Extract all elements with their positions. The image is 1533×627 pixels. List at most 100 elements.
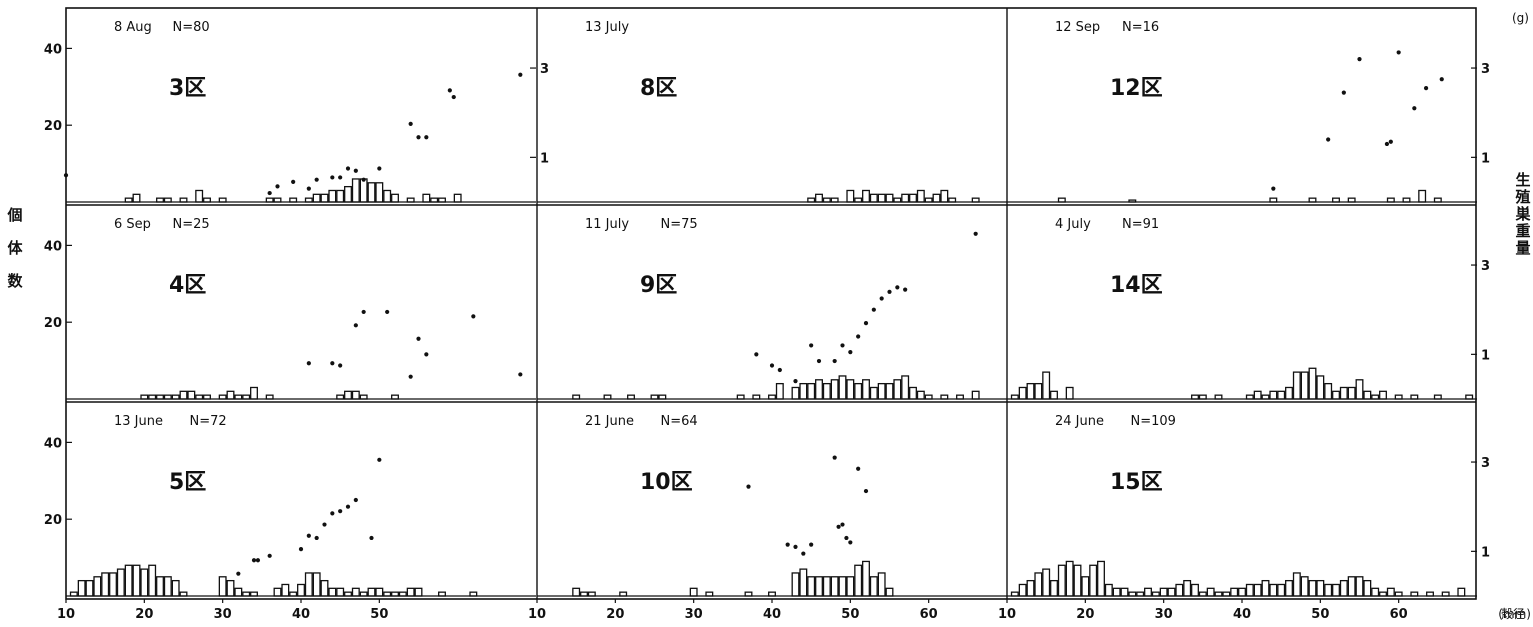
histogram-bar: [273, 587, 282, 597]
gonad-weight-point: [1396, 50, 1401, 55]
gonad-weight-point: [314, 535, 319, 541]
x-tick-label: 60: [1390, 607, 1408, 622]
histogram-bar: [830, 379, 839, 400]
y-right-label-char: 生: [1515, 171, 1530, 189]
gonad-weight-point: [793, 379, 798, 384]
gonad-weight-point: [306, 533, 311, 538]
histogram-bar: [815, 193, 823, 203]
gonad-weight-point: [746, 484, 751, 489]
gonad-weight-point: [1423, 86, 1429, 91]
gonad-weight-point: [816, 358, 822, 364]
panel-zone-label: 5区: [169, 470, 206, 495]
panel-zone-label: 14区: [1110, 273, 1163, 298]
histogram-bar: [414, 587, 423, 597]
histogram-bar: [1332, 390, 1340, 400]
gonad-weight-point: [251, 558, 257, 563]
histogram-bar: [909, 193, 917, 203]
panel-n-label: N=16: [1122, 20, 1159, 35]
histogram-bar: [822, 576, 831, 597]
x-tick-label: 30: [685, 607, 703, 622]
histogram-bar: [1253, 390, 1262, 400]
gonad-weight-point: [267, 190, 272, 196]
histogram-bar: [901, 193, 910, 203]
gonad-weight-point: [361, 177, 366, 182]
histogram-bar: [1097, 560, 1105, 597]
gonad-weight-point: [345, 166, 351, 171]
histogram-bar: [391, 193, 399, 203]
gonad-weight-point: [306, 361, 311, 366]
gonad-weight-point: [809, 343, 814, 348]
x-tick-label: 60: [920, 607, 938, 622]
panel-zone-label: 12区: [1110, 76, 1163, 101]
gonad-weight-point: [451, 94, 456, 100]
histogram-bar: [1332, 583, 1340, 597]
gonad-weight-point: [887, 289, 892, 294]
panel-10区: 10 20 30 40 50 60 21 June N=64 10区: [528, 414, 1007, 622]
y-right-tick-label: 1: [1481, 151, 1490, 166]
histogram-bar: [1292, 572, 1301, 597]
histogram-bar: [1206, 587, 1215, 597]
gonad-weight-point: [291, 179, 296, 185]
histogram-bar: [1034, 382, 1043, 400]
gonad-weight-point: [255, 558, 261, 563]
gonad-weight-point: [416, 135, 421, 140]
gonad-weight-point: [330, 361, 335, 366]
histogram-bar: [1300, 576, 1309, 597]
gonad-weight-point: [1357, 57, 1362, 62]
gonad-weight-point: [424, 352, 429, 357]
gonad-weight-point: [801, 551, 806, 556]
histogram-bar: [304, 572, 313, 597]
gonad-weight-point: [871, 307, 876, 312]
histogram-bar: [1065, 386, 1074, 400]
histogram-bar: [234, 587, 243, 597]
gonad-weight-point: [863, 488, 869, 494]
histogram-bar: [885, 193, 894, 203]
panel-n-label: N=64: [661, 414, 698, 429]
histogram-bar: [1363, 390, 1372, 400]
panel-date-label: 6 Sep: [114, 217, 151, 232]
gonad-weight-point: [1341, 90, 1346, 95]
gonad-weight-point: [832, 358, 837, 364]
histogram-bar: [1042, 371, 1051, 400]
histogram-bar: [375, 587, 384, 597]
y-left-tick-label: 20: [44, 513, 62, 528]
gonad-weight-point: [1271, 186, 1276, 191]
histogram-bar: [351, 587, 360, 597]
panel-9区: 11 July N=75 9区: [537, 217, 1007, 400]
histogram-bar: [156, 576, 164, 597]
histogram-bar: [1159, 587, 1168, 597]
panel-date-label: 24 June: [1055, 414, 1104, 429]
histogram-bar: [1339, 386, 1348, 400]
y-right-tick-label: 1: [540, 151, 549, 166]
histogram-bar: [822, 382, 831, 400]
gonad-weight-point: [895, 285, 900, 290]
histogram-bar: [226, 390, 235, 400]
panel-zone-label: 3区: [169, 76, 206, 101]
histogram-bar: [916, 390, 925, 400]
histogram-bar: [1183, 579, 1192, 597]
histogram-bar: [1457, 587, 1466, 597]
gonad-weight-point: [754, 352, 759, 357]
histogram-bar: [1253, 583, 1262, 597]
y-left-label-char: 数: [7, 272, 23, 290]
histogram-bar: [1269, 390, 1278, 400]
histogram-bar: [1065, 560, 1074, 597]
histogram-bar: [775, 382, 784, 400]
histogram-bar: [328, 587, 337, 597]
panel-date-label: 13 June: [114, 414, 163, 429]
histogram-bar: [1261, 579, 1270, 597]
histogram-bar: [846, 576, 855, 597]
figure-frame: [65, 7, 1477, 600]
panel-15区: 1 3 10 20 30 40 50 60 24 June N=109 15区: [998, 414, 1490, 622]
y-right-tick-label: 3: [540, 62, 549, 77]
histogram-bar: [791, 572, 800, 597]
gonad-weight-point: [844, 535, 849, 541]
panel-zone-label: 4区: [169, 273, 206, 298]
gonad-weight-point: [1412, 106, 1417, 111]
panel-n-label: N=109: [1131, 414, 1176, 429]
gonad-weight-point: [1439, 77, 1444, 82]
histogram-bar: [312, 572, 321, 597]
histogram-bar: [422, 193, 431, 203]
x-tick-label: 30: [1155, 607, 1173, 622]
histogram-bar: [1347, 386, 1356, 400]
